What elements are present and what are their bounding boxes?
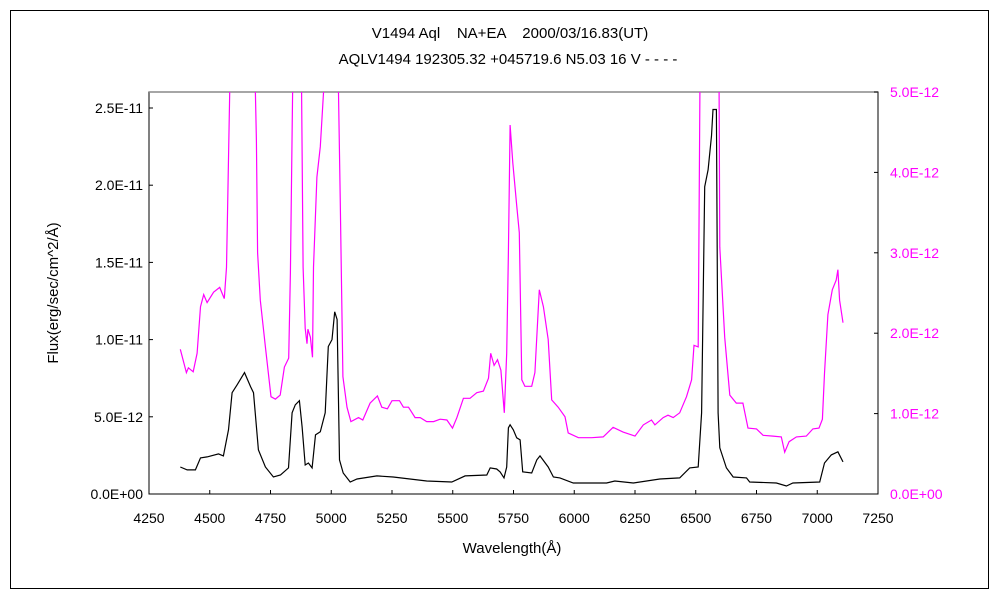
y-axis-label: Flux(erg/sec/cm^2/Å)	[45, 222, 62, 363]
y2-tick-label: 5.0E-12	[890, 84, 939, 100]
flux-line-left-axis	[180, 108, 844, 487]
chart-title: V1494 Aql NA+EA 2000/03/16.83(UT)	[372, 25, 648, 42]
x-tick-label: 6250	[619, 510, 650, 526]
x-tick-label: 4250	[133, 510, 164, 526]
y2-tick-label: 2.0E-12	[890, 325, 939, 341]
y-tick-label: 5.0E-12	[94, 409, 143, 425]
flux-line-right-axis	[179, 92, 844, 455]
y-tick-label: 2.0E-11	[95, 177, 143, 193]
x-tick-label: 5000	[316, 510, 347, 526]
x-tick-label: 4500	[194, 510, 225, 526]
y2-tick-label: 3.0E-12	[890, 245, 939, 261]
x-tick-label: 6000	[559, 510, 590, 526]
x-tick-label: 5250	[376, 510, 407, 526]
x-tick-label: 5750	[498, 510, 529, 526]
chart-frame	[10, 10, 989, 589]
x-axis-label: Wavelength(Å)	[463, 540, 562, 557]
y-tick-label: 2.5E-11	[95, 100, 143, 116]
x-tick-label: 4750	[255, 510, 286, 526]
y2-tick-label: 4.0E-12	[890, 164, 939, 180]
x-tick-label: 7250	[862, 510, 893, 526]
plot-area	[148, 91, 879, 495]
y-tick-label: 0.0E+00	[90, 486, 143, 502]
y2-tick-label: 0.0E+00	[890, 486, 943, 502]
y2-tick-label: 1.0E-12	[890, 406, 939, 422]
x-tick-label: 5500	[437, 510, 468, 526]
chart-subtitle: AQLV1494 192305.32 +045719.6 N5.03 16 V …	[339, 51, 678, 68]
y-tick-label: 1.5E-11	[95, 254, 143, 270]
x-tick-label: 6750	[741, 510, 772, 526]
x-tick-label: 7000	[802, 510, 833, 526]
y-tick-label: 1.0E-11	[95, 332, 143, 348]
x-tick-label: 6500	[680, 510, 711, 526]
